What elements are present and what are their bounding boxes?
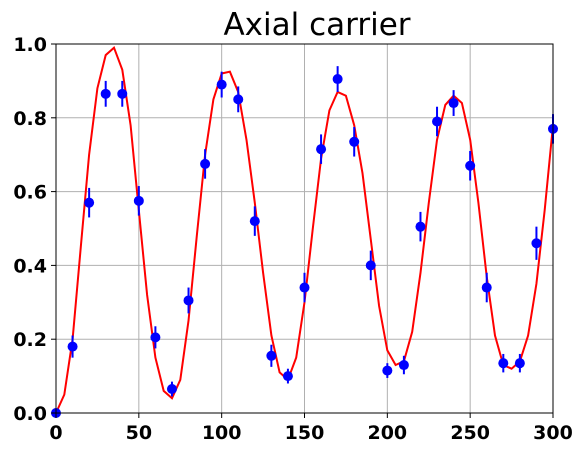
x-tick-label: 250 bbox=[450, 422, 490, 444]
data-point bbox=[166, 384, 177, 395]
data-point bbox=[233, 94, 244, 105]
data-point bbox=[465, 160, 476, 171]
data-point bbox=[84, 197, 95, 208]
data-point bbox=[183, 295, 194, 306]
data-point bbox=[299, 282, 310, 293]
data-point bbox=[150, 332, 161, 343]
data-point bbox=[266, 350, 277, 361]
data-point bbox=[216, 79, 227, 90]
data-point bbox=[200, 158, 211, 169]
x-tick-label: 100 bbox=[202, 422, 242, 444]
y-tick-label: 0.4 bbox=[13, 255, 47, 277]
data-point bbox=[498, 358, 509, 369]
data-point bbox=[365, 260, 376, 271]
x-tick-label: 50 bbox=[126, 422, 152, 444]
data-point bbox=[481, 282, 492, 293]
x-tick-label: 150 bbox=[285, 422, 325, 444]
data-point bbox=[332, 74, 343, 85]
chart-title: Axial carrier bbox=[223, 7, 410, 43]
x-tick-label: 0 bbox=[49, 422, 62, 444]
data-point bbox=[382, 365, 393, 376]
data-point bbox=[249, 216, 260, 227]
y-tick-label: 0.0 bbox=[13, 403, 47, 425]
y-tick-label: 0.2 bbox=[13, 329, 47, 351]
data-point bbox=[398, 360, 409, 371]
data-point bbox=[514, 358, 525, 369]
data-point bbox=[316, 144, 327, 155]
data-point bbox=[282, 371, 293, 382]
x-tick-label: 200 bbox=[367, 422, 407, 444]
y-tick-label: 1.0 bbox=[13, 34, 47, 56]
data-point bbox=[349, 136, 360, 147]
x-tick-label: 300 bbox=[533, 422, 573, 444]
data-point bbox=[67, 341, 78, 352]
axes-layer: 0 50 100 150 200 250 300 0.0 0.2 0.4 0.6 0.8 1.0 bbox=[13, 34, 573, 444]
data-point bbox=[432, 116, 443, 127]
data-point bbox=[531, 238, 542, 249]
points-layer bbox=[51, 66, 558, 418]
y-tick-label: 0.6 bbox=[13, 182, 47, 204]
data-point bbox=[448, 98, 459, 109]
data-point bbox=[117, 88, 128, 99]
data-point bbox=[133, 195, 144, 206]
data-point bbox=[100, 88, 111, 99]
y-tick-label: 0.8 bbox=[13, 108, 47, 130]
grid bbox=[55, 43, 554, 414]
data-point bbox=[415, 221, 426, 232]
